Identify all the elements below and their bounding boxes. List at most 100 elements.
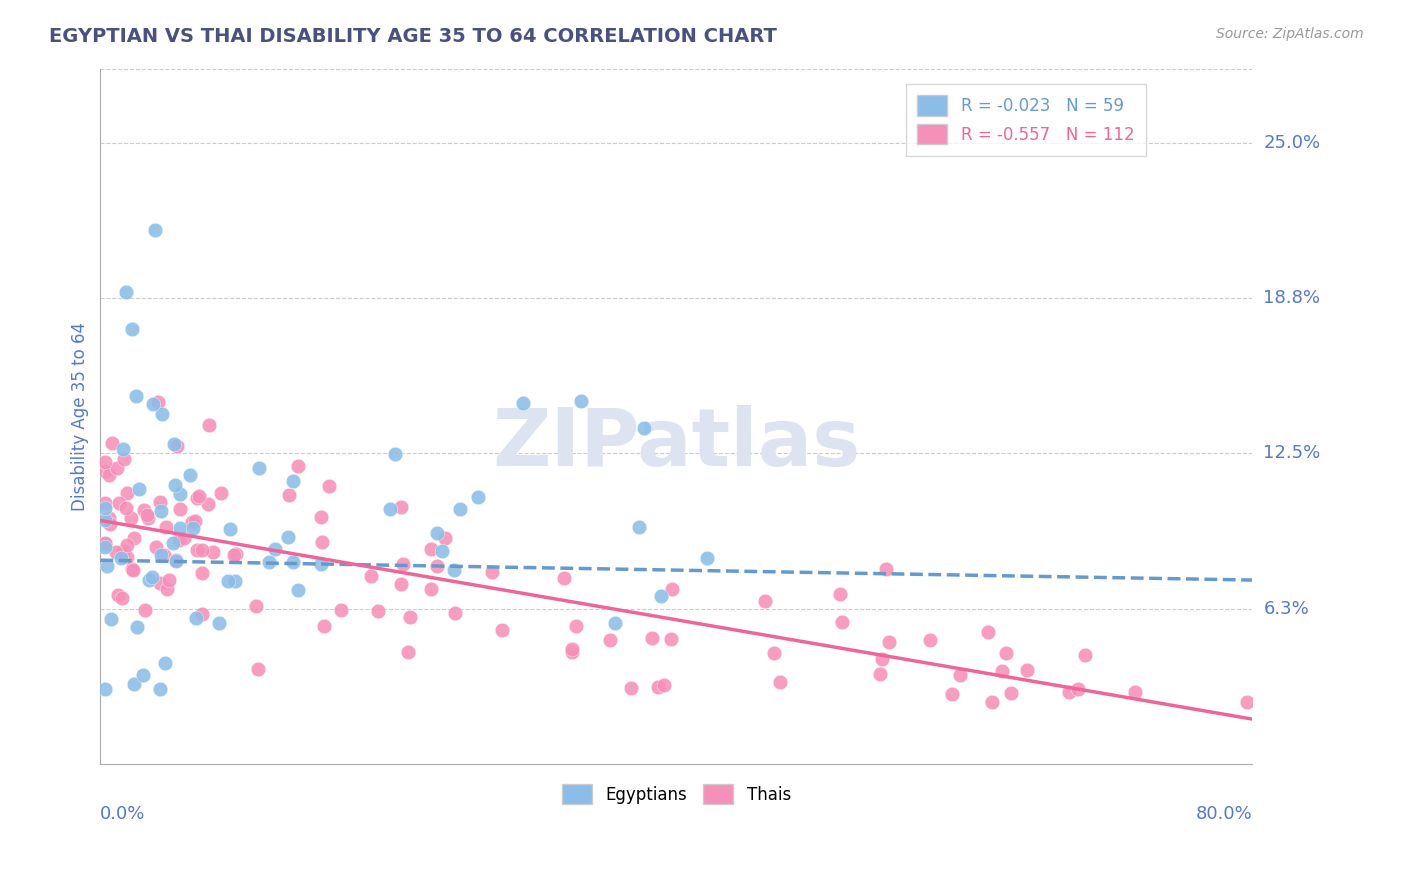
Point [754, 594, 776, 608]
Point [311, 557, 333, 571]
Point [107, 588, 129, 602]
Point [150, 407, 173, 421]
Text: 12.5%: 12.5% [1264, 444, 1320, 462]
Point [157, 573, 180, 587]
Point [420, 542, 443, 557]
Point [875, 562, 897, 576]
Point [128, 482, 150, 496]
Point [149, 495, 172, 509]
Point [173, 531, 195, 545]
Point [98, 516, 121, 531]
Point [165, 553, 187, 567]
Point [426, 526, 449, 541]
Point [93, 513, 115, 527]
Point [553, 571, 575, 585]
Point [652, 678, 675, 692]
Point [93, 540, 115, 554]
Point [1017, 663, 1039, 677]
Point [647, 680, 669, 694]
Point [620, 681, 643, 696]
Point [111, 591, 134, 605]
Point [93, 536, 115, 550]
Point [264, 541, 287, 556]
Point [599, 633, 621, 648]
Point [169, 486, 191, 500]
Point [184, 514, 207, 528]
Point [941, 687, 963, 701]
Point [278, 487, 301, 501]
Point [605, 615, 627, 630]
Point [125, 389, 148, 403]
Point [165, 554, 187, 568]
Point [117, 538, 139, 552]
Point [869, 666, 891, 681]
Point [93, 537, 115, 551]
Y-axis label: Disability Age 35 to 64: Disability Age 35 to 64 [72, 322, 89, 510]
Point [93, 682, 115, 697]
Point [257, 555, 280, 569]
Point [122, 531, 145, 545]
Text: 80.0%: 80.0% [1195, 805, 1253, 823]
Point [399, 609, 422, 624]
Point [98, 510, 121, 524]
Point [661, 582, 683, 596]
Point [121, 561, 143, 575]
Point [208, 615, 231, 630]
Point [450, 502, 472, 516]
Point [491, 623, 513, 637]
Point [650, 590, 672, 604]
Point [184, 611, 207, 625]
Point [197, 418, 219, 433]
Point [96, 558, 118, 573]
Text: Source: ZipAtlas.com: Source: ZipAtlas.com [1216, 27, 1364, 41]
Point [762, 646, 785, 660]
Point [202, 545, 225, 559]
Point [169, 502, 191, 516]
Point [100, 612, 122, 626]
Point [561, 645, 583, 659]
Text: 25.0%: 25.0% [1264, 134, 1320, 152]
Point [112, 442, 135, 457]
Point [143, 223, 166, 237]
Point [830, 587, 852, 601]
Point [163, 437, 186, 451]
Point [149, 682, 172, 697]
Point [391, 557, 413, 571]
Point [136, 511, 159, 525]
Point [191, 543, 214, 558]
Point [132, 668, 155, 682]
Legend: Egyptians, Thais: Egyptians, Thais [555, 778, 797, 811]
Point [112, 452, 135, 467]
Point [181, 515, 204, 529]
Point [419, 582, 441, 596]
Point [108, 496, 131, 510]
Point [162, 535, 184, 549]
Point [641, 631, 664, 645]
Point [122, 676, 145, 690]
Point [132, 502, 155, 516]
Point [181, 521, 204, 535]
Point [481, 566, 503, 580]
Point [105, 460, 128, 475]
Point [219, 522, 242, 536]
Point [145, 540, 167, 554]
Point [138, 573, 160, 587]
Point [360, 569, 382, 583]
Point [426, 558, 449, 573]
Point [918, 633, 941, 648]
Point [155, 520, 177, 534]
Point [134, 603, 156, 617]
Point [247, 461, 270, 475]
Point [153, 548, 176, 562]
Point [949, 667, 972, 681]
Text: 0.0%: 0.0% [100, 805, 146, 823]
Point [93, 496, 115, 510]
Point [561, 641, 583, 656]
Point [1236, 695, 1258, 709]
Point [633, 421, 655, 435]
Point [117, 486, 139, 500]
Point [870, 651, 893, 665]
Text: 6.3%: 6.3% [1264, 599, 1309, 617]
Point [179, 468, 201, 483]
Point [222, 548, 245, 562]
